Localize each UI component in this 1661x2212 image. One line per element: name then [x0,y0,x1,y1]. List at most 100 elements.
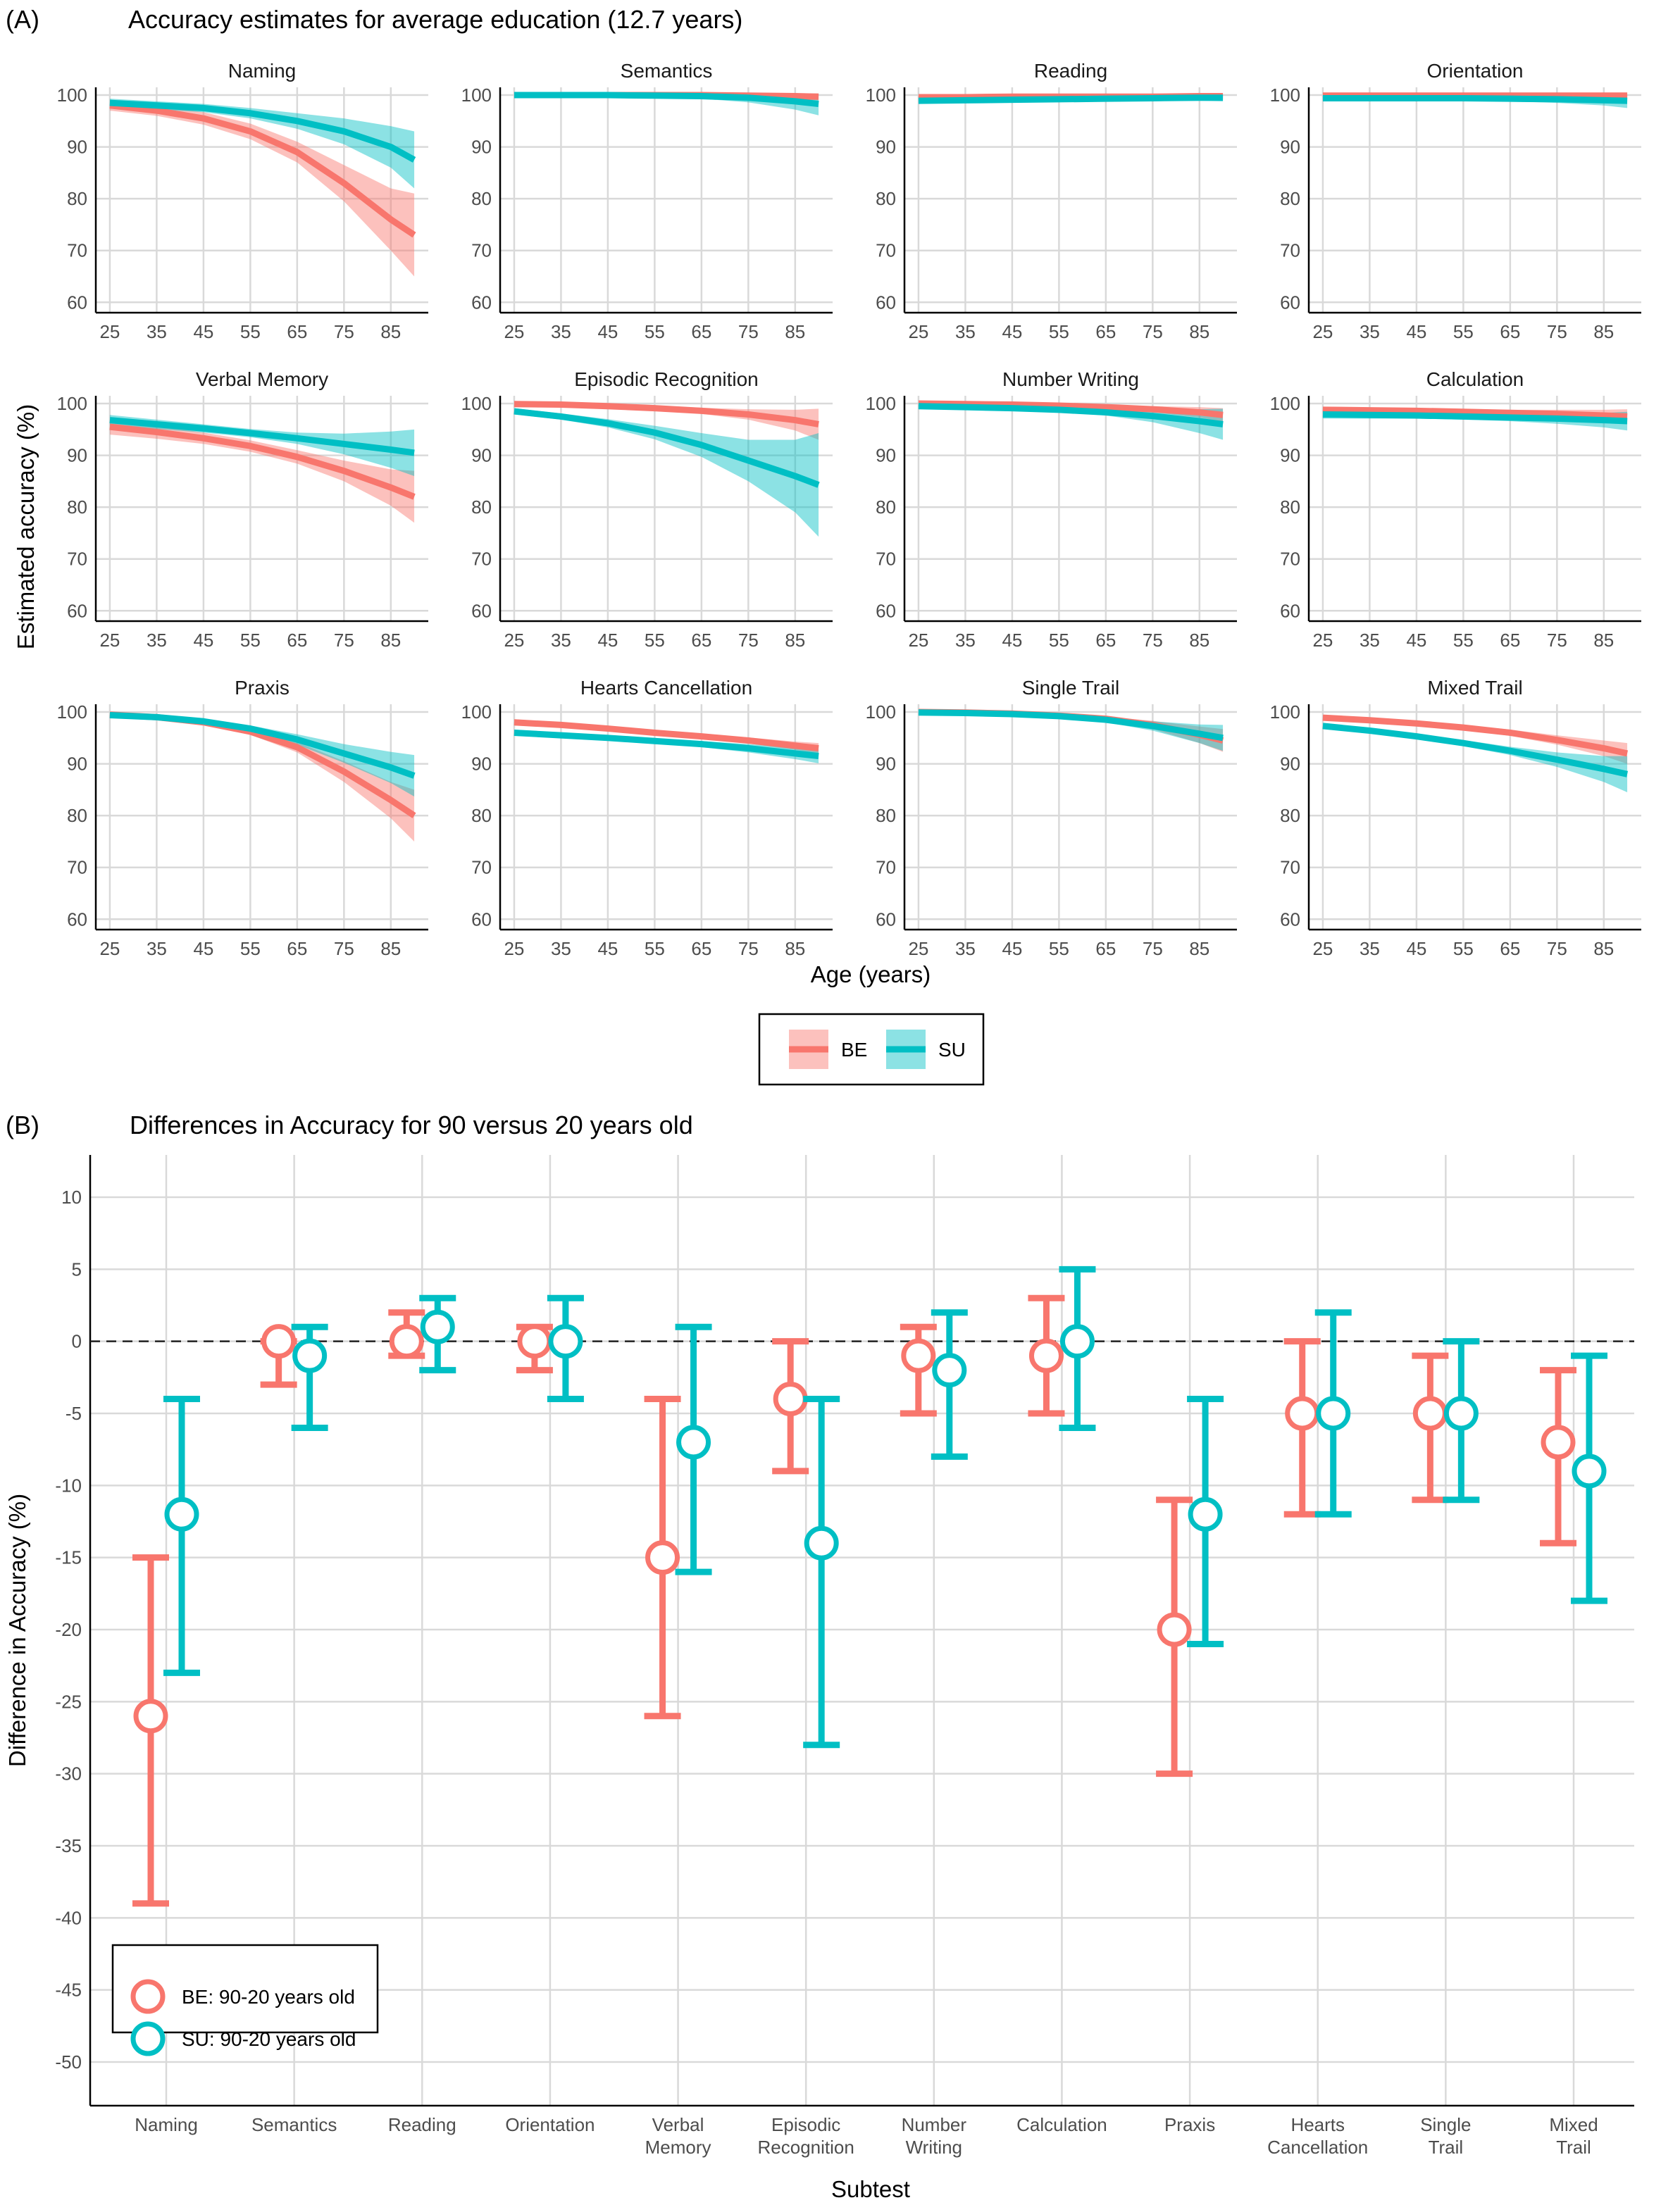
y-tick-label: 70 [1280,857,1300,878]
su-point [1443,1396,1479,1431]
x-tick-label: 65 [691,321,711,342]
panel-b-label: (B) [6,1111,39,1139]
facet-title: Naming [228,60,296,82]
x-tick-label: 65 [287,321,307,342]
panel-a-label: (A) [6,5,39,34]
su-errorbar [1443,1338,1480,1504]
be-point [1541,1425,1576,1460]
x-tick-label: 55 [1049,321,1069,342]
x-tick-label: 85 [785,938,805,959]
y-tick-label: 60 [876,908,896,930]
x-tick-label: 45 [1002,630,1022,651]
y-tick-label: 80 [67,188,87,209]
x-tick-label: 25 [1312,321,1333,342]
x-tick-line: Praxis [1164,2114,1215,2135]
su-point [1188,1496,1223,1532]
legend-su-label: SU [938,1039,966,1061]
x-tick-label: Semantics [251,2114,337,2135]
y-tick-label: 90 [471,137,492,158]
x-tick-label: 45 [1406,321,1426,342]
y-tick-label: 60 [67,600,87,621]
x-tick-label: 55 [645,938,665,959]
y-tick-label: 60 [67,908,87,930]
x-tick-label: Episodic Recognition [758,2114,854,2158]
su-line [1322,411,1628,425]
x-tick-label: 75 [334,321,354,342]
y-tick-label: 90 [471,445,492,466]
x-tick-label: 35 [1360,630,1380,651]
be-errorbar [900,1323,937,1417]
facet-calculation: Calculation 25 35 45 55 65 75 85 60 70 80 90 100 [1270,368,1641,651]
y-tick-label: 100 [57,393,87,414]
be-errorbar [132,1554,169,1907]
su-line [109,99,416,163]
su-line [109,417,415,456]
facet-title: Orientation [1427,60,1524,82]
x-tick-label: 35 [551,321,571,342]
x-tick-label: 65 [691,938,711,959]
y-tick-label: 90 [471,754,492,775]
su-errorbar [931,1309,968,1460]
su-errorbar [419,1294,456,1374]
be-point [389,1324,424,1359]
x-tick-line: Episodic [771,2114,840,2135]
su-errorbar [1059,1266,1096,1431]
be-line [514,719,819,752]
x-tick-label: 85 [785,321,805,342]
be-line [514,401,819,427]
facet-title: Hearts Cancellation [580,677,752,699]
y-tick-label: -15 [55,1547,82,1568]
x-tick-label: 45 [597,630,618,651]
y-tick-label: 100 [866,701,896,723]
y-tick-label: 100 [1270,701,1300,723]
facet-orientation: Orientation 25 35 45 55 65 75 85 60 70 80 90 100 [1270,60,1641,342]
y-tick-label: 80 [876,496,896,518]
y-tick-label: 80 [67,805,87,826]
x-tick-label: 85 [1189,630,1209,651]
y-tick-label: 100 [461,393,492,414]
su-line [1322,723,1629,777]
su-errorbar [675,1323,712,1575]
be-point [133,1699,168,1734]
be-errorbar [644,1396,681,1720]
x-tick-label: 65 [1500,938,1520,959]
y-tick-label: 70 [67,549,87,570]
y-tick-label: 90 [1280,445,1300,466]
x-tick-line: Verbal [652,2114,704,2135]
y-tick-label: 90 [1280,754,1300,775]
y-tick-label: 90 [1280,137,1300,158]
x-tick-label: 55 [240,938,261,959]
x-tick-line: Memory [645,2137,711,2158]
facet-praxis: Praxis 25 35 45 55 65 75 85 60 70 80 90 100 [57,677,428,959]
su-errorbar [547,1294,584,1403]
y-tick-label: 60 [1280,292,1300,313]
x-tick-label: 55 [645,630,665,651]
panel-a-title: Accuracy estimates for average education… [128,5,742,34]
y-tick-label: 60 [471,292,492,313]
x-tick-label: 35 [551,630,571,651]
facet-number-writing: Number Writing 25 35 45 55 65 75 85 60 70 80 90 100 [866,368,1237,651]
be-errorbar [388,1309,425,1359]
y-tick-label: 90 [876,754,896,775]
x-tick-line: Single [1420,2114,1471,2135]
legend-b-su-marker [130,2021,166,2056]
x-tick-label: Calculation [1016,2114,1107,2135]
be-point [1412,1396,1448,1431]
x-tick-label: 85 [785,630,805,651]
legend-b: BE: 90-20 years old SU: 90-20 years old [111,1944,379,2056]
x-tick-line: Number [902,2114,967,2135]
x-tick-label: Single Trail [1420,2114,1471,2158]
x-tick-line: Calculation [1016,2114,1107,2135]
x-tick-label: 75 [1143,630,1163,651]
y-tick-label: -10 [55,1475,82,1496]
x-tick-label: 45 [193,321,213,342]
x-tick-line: Trail [1429,2137,1464,2158]
x-tick-label: 75 [1547,321,1567,342]
x-tick-label: 65 [1095,630,1116,651]
facet-title: Mixed Trail [1427,677,1522,699]
x-tick-label: 55 [1049,938,1069,959]
facet-title: Praxis [235,677,290,699]
be-point [517,1324,552,1359]
y-tick-label: 80 [67,496,87,518]
y-tick-label: 60 [471,600,492,621]
